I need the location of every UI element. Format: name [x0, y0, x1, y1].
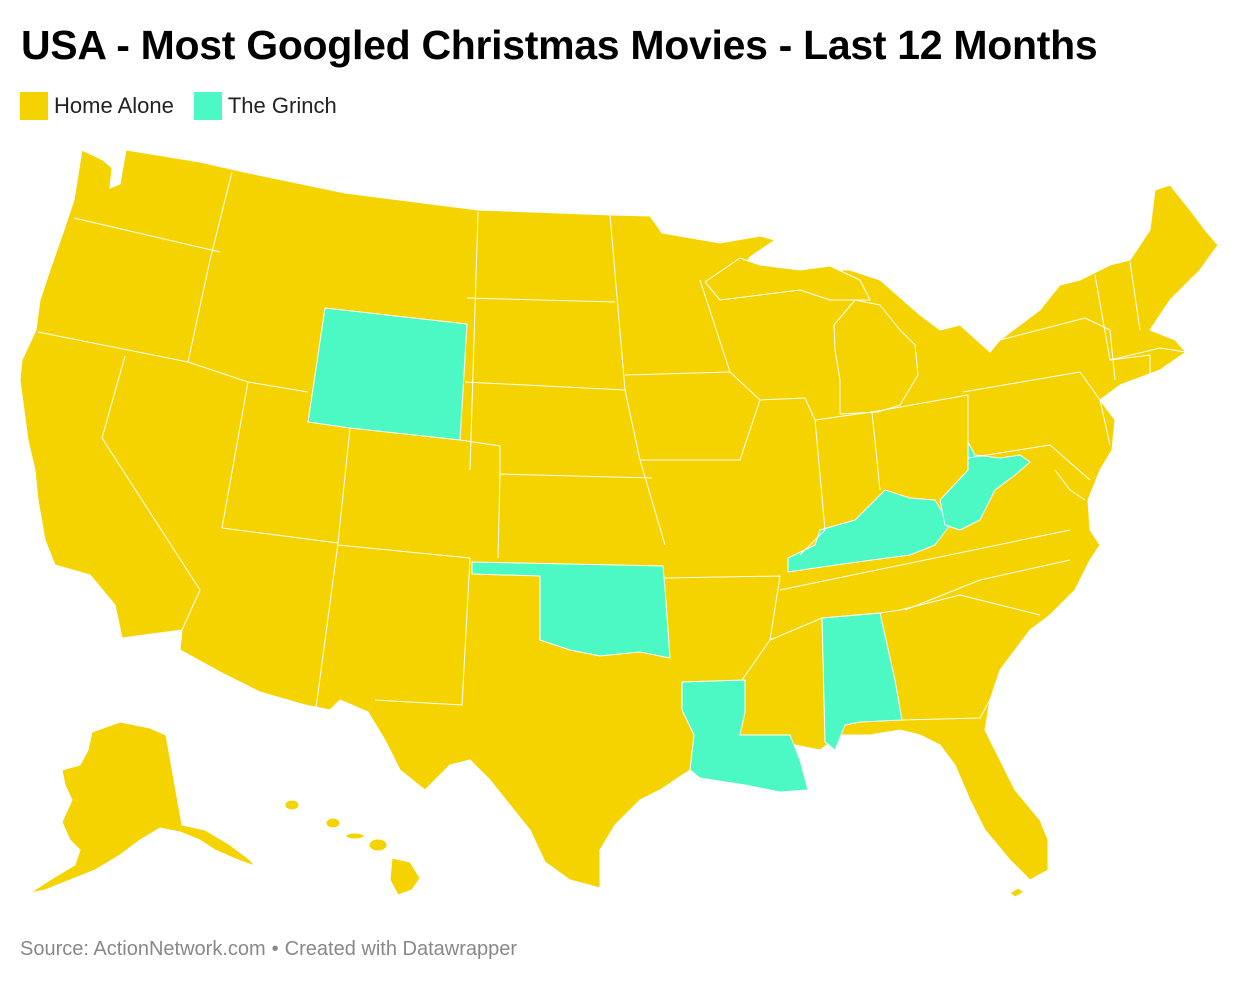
state-border-line	[904, 559, 1071, 611]
state-border-line	[699, 279, 731, 373]
state-border-line	[664, 575, 781, 681]
florida-keys-shape	[1009, 887, 1025, 898]
footer: Source: ActionNetwork.com • Created with D…	[20, 938, 517, 961]
legend-label-the-grinch: The Grinch	[227, 93, 337, 118]
chart-title: USA - Most Googled Christmas Movies - La…	[21, 22, 1098, 68]
state-border-line	[187, 171, 233, 363]
state-border-line	[871, 394, 969, 470]
state-border-line	[337, 544, 471, 706]
hawaii-island-maui	[368, 838, 388, 852]
legend-swatch-the-grinch	[193, 92, 222, 120]
michigan-upper-peninsula-shape	[704, 257, 871, 301]
state-border-line	[769, 609, 901, 641]
state-border-line	[999, 317, 1116, 381]
state-border-line	[899, 594, 1041, 616]
state-border-line	[962, 371, 1111, 446]
legend-item-the-grinch: The Grinch	[193, 92, 337, 120]
the-grinch-region	[307, 307, 1031, 793]
state-border-line	[901, 699, 991, 721]
alaska-shape	[29, 721, 256, 894]
state-border-line	[466, 297, 616, 303]
state-border-line	[37, 331, 189, 363]
state-border-line	[315, 542, 339, 709]
legend-label-home-alone: Home Alone	[54, 93, 174, 118]
michigan-lower-peninsula-shape	[833, 299, 919, 415]
state-border-line	[101, 355, 201, 631]
state-border-line	[469, 211, 479, 471]
louisiana-shape	[681, 679, 809, 793]
legend: Home Alone The Grinch	[20, 92, 357, 120]
state-border-line	[967, 444, 1091, 481]
state-border-line	[609, 214, 666, 546]
hawaii-island-big-island	[389, 857, 421, 896]
state-border-line	[1109, 347, 1187, 361]
legend-swatch-home-alone	[20, 92, 48, 120]
state-border-line	[497, 473, 501, 559]
home-alone-region	[19, 149, 1219, 898]
state-border-line	[779, 529, 1071, 591]
state-border-line	[221, 381, 249, 529]
state-border-line	[1129, 261, 1141, 331]
state-border-line	[464, 381, 626, 391]
legend-item-home-alone: Home Alone	[20, 92, 174, 120]
state-border-line	[459, 439, 653, 479]
credit-text: Created with Datawrapper	[284, 938, 518, 960]
state-border-line	[73, 217, 221, 253]
contiguous-us-shape	[19, 149, 1219, 889]
oklahoma-shape	[471, 561, 671, 659]
state-border-line	[1054, 469, 1086, 501]
alabama-shape	[821, 612, 903, 751]
footer-separator: •	[271, 938, 279, 960]
hawaii-island-kauai	[284, 799, 300, 811]
wyoming-shape	[307, 307, 468, 441]
source-text: Source: ActionNetwork.com	[20, 938, 266, 960]
hawaii-island-oahu	[325, 817, 341, 829]
hawaii-island-molokai	[345, 832, 365, 840]
state-borders	[37, 171, 1187, 721]
